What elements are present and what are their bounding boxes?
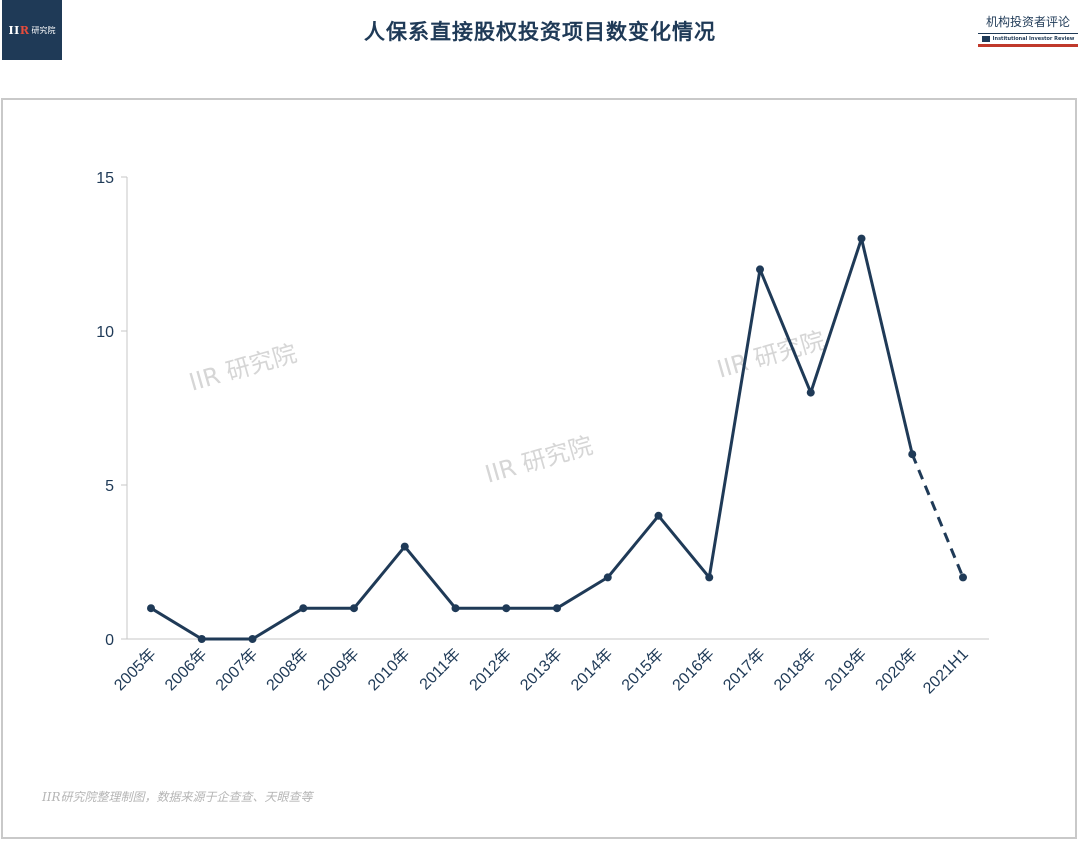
line-segment — [657, 514, 711, 579]
x-tick-label: 2018年 — [770, 645, 819, 694]
chart-card: IIR 研究院 IIR 研究院 IIR 研究院 0 5 10 15 2005年 2006年… — [1, 98, 1077, 839]
line-segment — [809, 237, 863, 395]
x-tick-label: 2014年 — [567, 645, 616, 694]
line-segment — [352, 545, 407, 610]
line-segment — [555, 575, 610, 610]
data-point — [400, 542, 409, 551]
x-tick-label: 2021H1 — [920, 646, 972, 698]
x-tick-label: 2006年 — [161, 645, 210, 694]
data-point — [451, 604, 460, 613]
x-tick-label: 2019年 — [821, 645, 870, 694]
watermark: IIR 研究院 — [482, 431, 596, 488]
source-footnote: IIR研究院整理制图，数据来源于企查查、天眼查等 — [42, 790, 313, 804]
line-chart: IIR 研究院 IIR 研究院 IIR 研究院 0 5 10 15 2005年 2006年… — [96, 170, 989, 697]
page-title: 人保系直接股权投资项目数变化情况 — [364, 20, 716, 44]
data-point — [603, 573, 612, 582]
line-segment — [860, 237, 914, 456]
x-tick-label: 2011年 — [416, 645, 464, 693]
line-segment — [758, 267, 813, 395]
logo-accent-bar — [978, 44, 1078, 47]
logo-en-name: Institutional Investor Review — [992, 36, 1075, 42]
x-tick-label: 2013年 — [517, 645, 566, 694]
building-icon — [981, 36, 990, 42]
x-tick-label: 2009年 — [314, 645, 363, 694]
data-point — [299, 604, 308, 613]
line-segment — [149, 606, 204, 641]
data-point — [756, 265, 764, 274]
data-point — [197, 635, 206, 643]
line-segment — [606, 514, 660, 579]
line-segment-dashed — [910, 453, 965, 578]
logo-mark: IIR — [8, 23, 30, 37]
data-point — [959, 573, 967, 582]
x-tick-label: 2007年 — [212, 645, 261, 694]
y-tick-label: 5 — [105, 478, 114, 495]
y-tick-label: 10 — [96, 324, 114, 341]
x-tick-label: 2015年 — [618, 645, 667, 694]
data-point — [248, 635, 257, 643]
watermark: IIR 研究院 — [714, 326, 828, 383]
axes: 0 5 10 15 2005年 2006年 2007年 2008年 2009年 2010年 2011… — [96, 170, 989, 697]
x-tick-label: 2012年 — [466, 645, 515, 694]
data-point — [654, 511, 663, 520]
watermark: IIR 研究院 — [186, 339, 300, 396]
line-segment — [403, 545, 457, 610]
data-point — [147, 604, 155, 613]
x-tick-label: 2017年 — [720, 645, 769, 694]
line-segment — [707, 267, 762, 579]
line-segment — [251, 606, 305, 641]
data-point — [705, 573, 714, 582]
x-tick-label: 2020年 — [872, 645, 921, 694]
institutional-investor-review-logo: 机构投资者评论 Institutional Investor Review — [978, 14, 1078, 54]
data-point — [857, 234, 866, 243]
x-tick-label: 2016年 — [669, 645, 718, 694]
series-line — [147, 234, 967, 643]
logo-cn-name: 机构投资者评论 — [985, 15, 1070, 29]
x-tick-label: 2010年 — [364, 645, 413, 694]
iir-logo: IIR 研究院 — [2, 0, 62, 60]
logo-divider — [978, 33, 1078, 34]
data-point — [350, 604, 358, 613]
watermarks: IIR 研究院 IIR 研究院 IIR 研究院 — [186, 326, 828, 488]
data-point — [806, 388, 815, 397]
y-tick-label: 15 — [96, 170, 114, 187]
data-point — [908, 450, 917, 459]
x-tick-label: 2008年 — [263, 645, 312, 694]
data-point — [553, 604, 561, 613]
logo-text: 研究院 — [31, 25, 56, 35]
y-tick-label: 0 — [105, 632, 114, 649]
data-point — [502, 604, 511, 613]
x-tick-label: 2005年 — [111, 645, 160, 694]
